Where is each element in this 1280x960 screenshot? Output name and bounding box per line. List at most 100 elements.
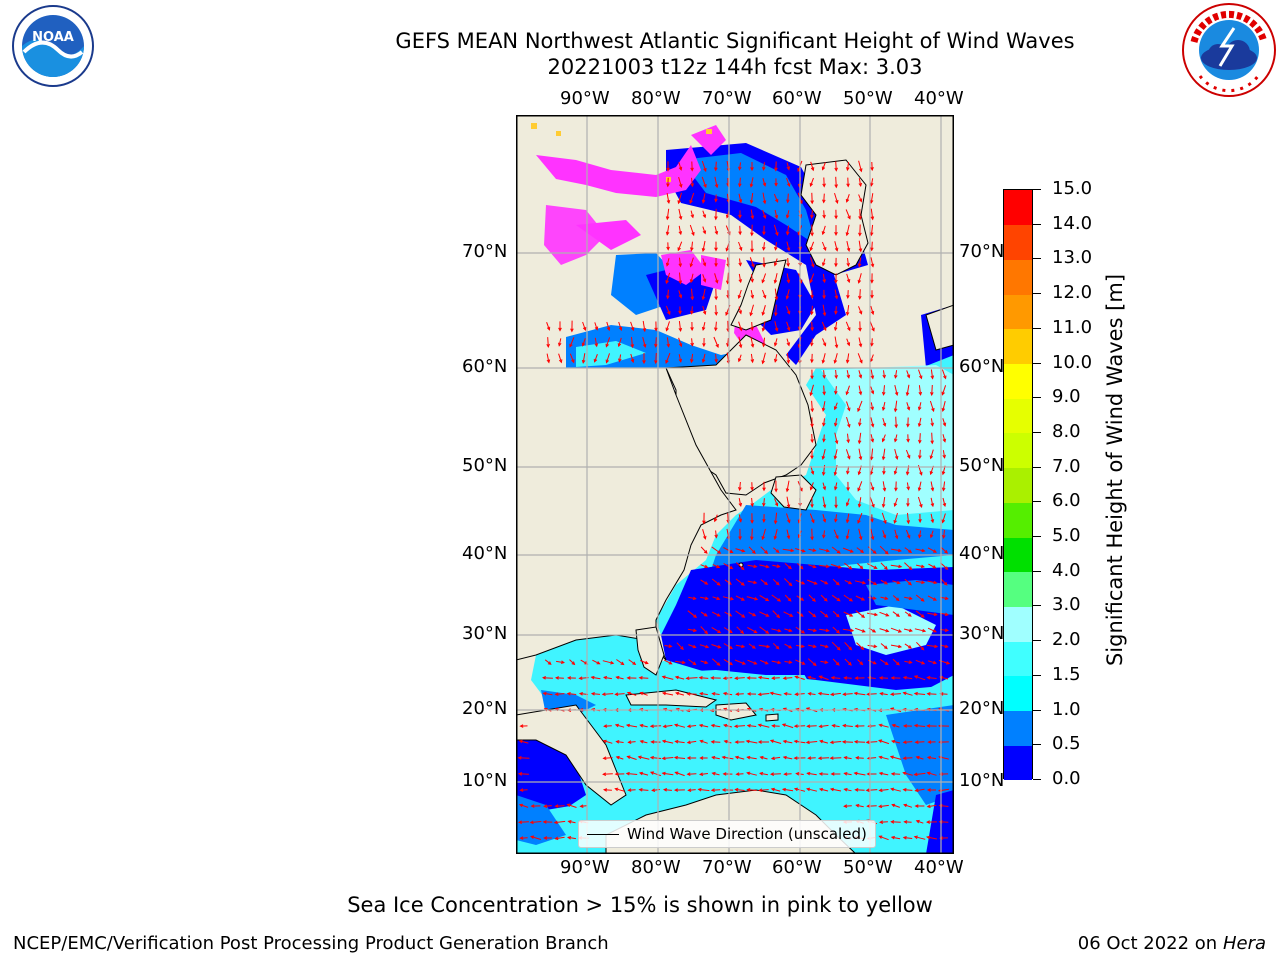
nws-logo — [1182, 3, 1276, 97]
wave-direction-arrowhead — [821, 407, 826, 412]
wave-direction-arrowhead — [809, 247, 813, 252]
wave-direction-arrow — [846, 370, 850, 378]
wave-direction-arrowhead — [830, 676, 835, 680]
wave-direction-arrowhead — [665, 280, 669, 285]
wave-direction-arrow — [690, 273, 694, 283]
colorbar-tick-label: 4.0 — [1052, 559, 1081, 581]
wave-direction-arrow — [783, 756, 793, 760]
sea-ice — [536, 125, 766, 350]
wave-direction-arrowhead — [714, 359, 718, 364]
wave-direction-arrowhead — [849, 549, 854, 553]
wave-direction-arrowhead — [807, 756, 812, 760]
wave-direction-arrowhead — [566, 692, 571, 696]
wave-direction-arrow — [914, 628, 926, 632]
wave-direction-arrow — [831, 692, 841, 696]
wave-direction-arrow — [701, 176, 707, 188]
wave-direction-arrowhead — [855, 803, 860, 808]
wave-direction-arrowhead — [822, 279, 826, 284]
wave-direction-arrow — [700, 596, 708, 600]
wave-direction-arrowhead — [878, 804, 883, 809]
wave-direction-arrowhead — [614, 787, 619, 792]
colorbar-segment — [1004, 224, 1032, 260]
wave-direction-arrow — [915, 564, 925, 568]
wave-direction-arrowhead — [546, 326, 551, 331]
wave-direction-arrow — [915, 741, 925, 743]
wave-direction-arrowhead — [542, 676, 547, 680]
wave-direction-arrow — [857, 563, 863, 569]
wave-direction-arrow — [662, 757, 674, 759]
wave-direction-arrowhead — [821, 359, 826, 364]
wave-direction-arrow — [591, 693, 601, 695]
wave-direction-arrowhead — [680, 646, 684, 651]
wave-direction-arrowhead — [741, 548, 746, 553]
wave-direction-arrow — [762, 528, 766, 540]
wave-direction-arrowhead — [674, 771, 679, 775]
wave-direction-arrowhead — [847, 215, 851, 220]
wave-direction-arrow — [890, 627, 902, 633]
wave-direction-arrowhead — [618, 358, 622, 363]
wave-direction-arrowhead — [678, 215, 683, 221]
wave-direction-arrowhead — [845, 198, 850, 203]
wave-direction-arrowhead — [878, 755, 883, 760]
wave-direction-arrow — [618, 321, 622, 331]
wave-direction-arrowhead — [746, 771, 751, 776]
wave-direction-arrowhead — [894, 424, 898, 429]
wave-direction-arrowhead — [930, 487, 935, 492]
wave-direction-arrow — [712, 693, 720, 695]
wave-direction-arrowhead — [738, 279, 743, 284]
wave-direction-arrowhead — [818, 787, 824, 792]
wave-direction-arrow — [702, 193, 706, 203]
wave-direction-arrow — [774, 528, 778, 540]
wave-direction-arrow — [930, 497, 934, 507]
wave-direction-arrow — [738, 306, 742, 314]
wave-direction-arrowhead — [665, 216, 670, 221]
wave-direction-arrowhead — [824, 644, 829, 649]
wave-direction-arrowhead — [721, 755, 726, 760]
wave-direction-arrow — [846, 240, 850, 252]
wave-direction-arrowhead — [800, 597, 805, 601]
wave-direction-arrow — [784, 594, 792, 602]
wave-direction-arrowhead — [835, 535, 839, 540]
wave-direction-arrow — [823, 193, 825, 203]
wave-direction-arrowhead — [870, 279, 874, 284]
wave-direction-arrowhead — [809, 279, 813, 284]
wave-direction-arrowhead — [834, 440, 839, 445]
wave-direction-arrowhead — [729, 549, 734, 554]
wave-direction-arrow — [880, 579, 888, 585]
wave-direction-arrowhead — [926, 675, 931, 680]
wave-direction-arrowhead — [799, 613, 804, 617]
wave-direction-arrowhead — [857, 487, 861, 492]
wave-direction-arrow — [811, 433, 813, 443]
wave-direction-arrowhead — [845, 519, 850, 524]
wave-direction-arrow — [857, 353, 863, 363]
wave-direction-arrowhead — [834, 310, 838, 315]
wave-direction-arrowhead — [821, 231, 826, 236]
wave-direction-arrowhead — [685, 676, 690, 681]
wave-direction-arrow — [702, 210, 706, 218]
wave-direction-arrowhead — [843, 788, 848, 792]
wave-direction-arrow — [845, 449, 851, 459]
wave-direction-arrow — [783, 677, 793, 679]
wave-direction-arrowhead — [821, 262, 826, 267]
map-title: GEFS MEAN Northwest Atlantic Significant… — [395, 29, 1075, 53]
wave-direction-arrowhead — [785, 488, 790, 493]
wave-direction-arrowhead — [714, 230, 719, 236]
wave-direction-arrow — [678, 192, 682, 204]
wave-direction-arrow — [819, 675, 829, 681]
wave-direction-arrow — [627, 756, 637, 760]
wave-direction-arrowhead — [834, 390, 838, 395]
wave-direction-arrowhead — [908, 628, 913, 633]
wave-direction-arrow — [711, 789, 721, 791]
wave-direction-arrow — [723, 627, 733, 633]
wave-direction-arrowhead — [907, 613, 912, 617]
wave-direction-arrowhead — [753, 564, 758, 569]
wave-direction-arrowhead — [686, 756, 691, 760]
wave-direction-arrowhead — [715, 279, 719, 284]
wave-direction-arrowhead — [833, 359, 838, 364]
wave-direction-arrow — [894, 384, 898, 396]
wave-direction-arrowhead — [554, 804, 559, 808]
colorbar-tick-label: 0.0 — [1052, 768, 1081, 789]
wave-direction-arrow — [751, 497, 753, 507]
wave-direction-arrowhead — [933, 612, 938, 617]
wave-direction-arrowhead — [738, 166, 742, 171]
